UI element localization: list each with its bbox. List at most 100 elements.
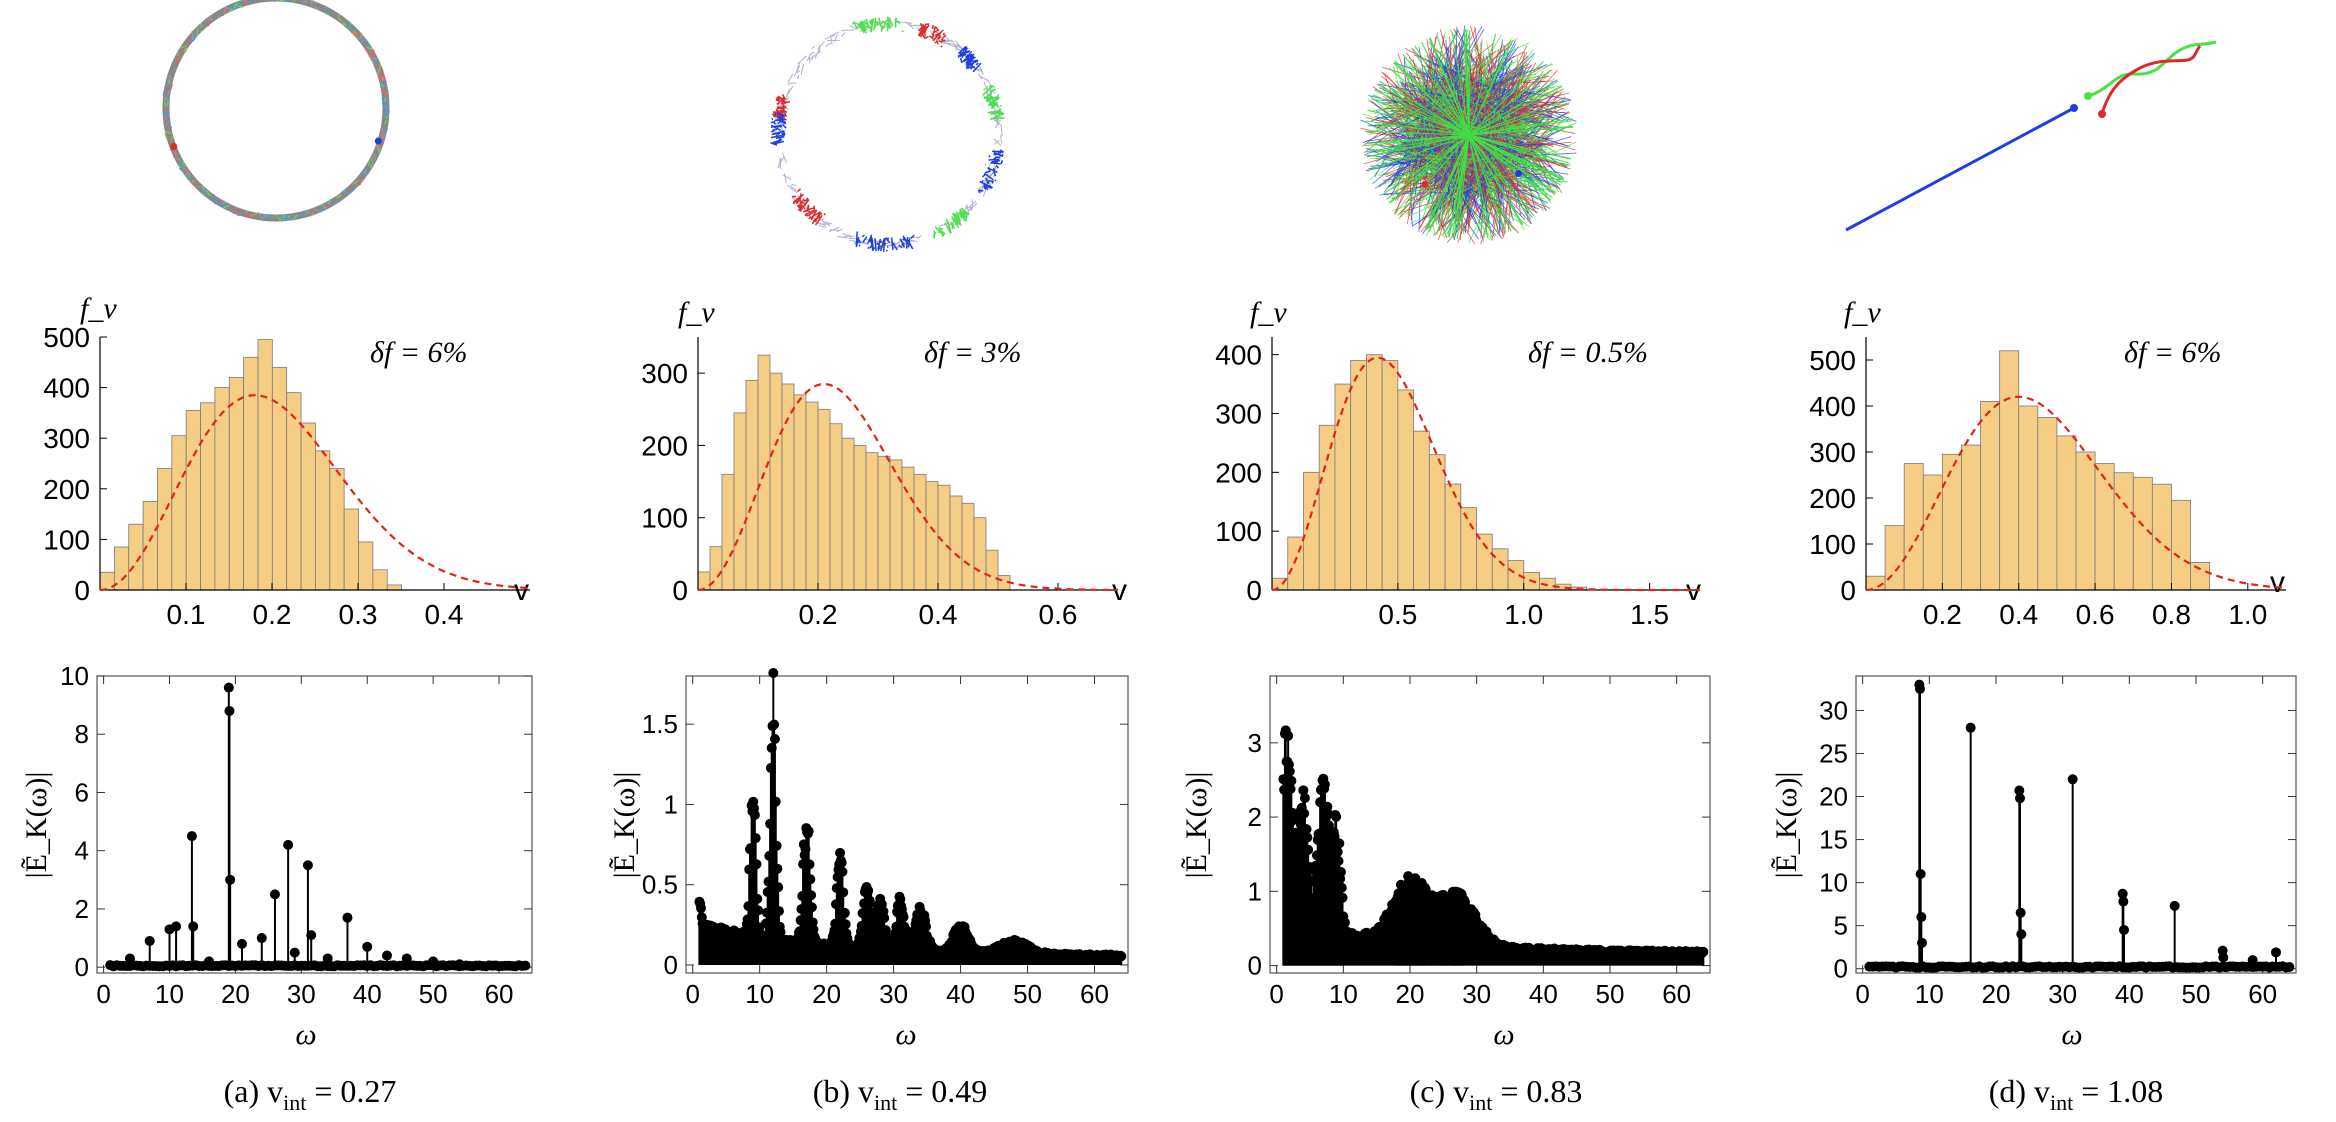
spectrum-stem-head [1319, 779, 1330, 790]
trajectory-segment [776, 101, 781, 105]
spectrum-stem-head [1332, 846, 1343, 857]
trajectory-segment [914, 24, 919, 27]
spectrum-panel-c: ω |Ẽ_K(ω)| 0 10 20 30 40 50 60 0 1 2 3 [1180, 675, 1711, 1051]
spectrum-stem-head [2015, 793, 2025, 804]
trajectory-segment [988, 155, 991, 158]
histogram-bar [1999, 350, 2020, 591]
trajectory-segment [999, 104, 1002, 107]
trajectory-segment [797, 55, 808, 65]
spectrum-stem-head [1303, 844, 1314, 855]
trajectory-segment [305, 210, 310, 214]
trajectory-segment [888, 25, 892, 28]
spectrum-y-tick-label: 0 [1834, 954, 1848, 984]
trajectory-segment [972, 62, 982, 73]
trajectory-spoke [1365, 120, 1470, 136]
caption-d-sub: int [2050, 1090, 2073, 1115]
trajectory-segment [924, 35, 929, 40]
trajectory-segment [775, 96, 779, 101]
histogram-xlabel-b: v [1112, 574, 1127, 607]
histogram-bar [781, 383, 795, 591]
trajectory-segment [1365, 147, 1505, 205]
trajectory-segment [342, 190, 349, 194]
trajectory-segment [166, 94, 171, 99]
trajectory-spoke [1468, 69, 1552, 136]
trajectory-segment [1001, 153, 1004, 157]
trajectory-segment [965, 204, 968, 210]
histogram-y-tick-label: 400 [1215, 340, 1262, 371]
trajectory-segment [167, 79, 170, 85]
histogram-bar [1460, 507, 1477, 591]
spectrum-stem-head [1298, 785, 1309, 796]
trajectory-segment [958, 211, 963, 219]
trajectory-segment [770, 124, 781, 131]
trajectory-segment [858, 20, 863, 27]
histogram-bar [1941, 453, 1962, 591]
spectrum-stem-head [454, 959, 465, 970]
caption-b: (b) vint = 0.49 [813, 1073, 988, 1115]
trajectory-blue [1845, 106, 2075, 232]
trajectory-segment [381, 77, 384, 81]
histogram-bar [1980, 400, 2001, 591]
spectrum-stem-head [2284, 962, 2295, 973]
trajectory-segment [954, 44, 960, 51]
trajectory-segment [885, 249, 888, 252]
trajectory-segment [249, 0, 253, 3]
trajectory-segment [983, 88, 986, 91]
trajectory-segment [942, 32, 946, 36]
histogram-y-tick-label: 500 [43, 322, 90, 353]
trajectory-segment [361, 40, 364, 43]
trajectory-segment [889, 242, 900, 246]
trajectory-segment [831, 31, 840, 36]
spectrum-y-tick-label: 30 [1819, 695, 1848, 725]
trajectory-segment [935, 26, 939, 31]
trajectory-segment [796, 74, 800, 80]
trajectory-spoke [1420, 41, 1470, 136]
trajectory-segment [373, 152, 376, 161]
trajectory-segment [910, 239, 918, 243]
trajectory-segment [1400, 141, 1539, 213]
spectrum-stem-head [1915, 869, 1926, 879]
trajectory-segment [371, 49, 374, 56]
histogram-x-tick-label: 0.2 [1923, 599, 1962, 630]
spectrum-y-tick-label: 4 [75, 836, 89, 866]
trajectory-segment [970, 205, 974, 211]
histogram-bar [901, 466, 915, 591]
spectrum-y-tick-label: 5 [1834, 911, 1848, 941]
trajectory-spoke [1451, 31, 1470, 136]
caption-a-sub: int [283, 1090, 306, 1115]
trajectory-segment [953, 42, 958, 51]
spectrum-stem-head [1916, 912, 1927, 923]
trajectory-spoke [1468, 134, 1569, 167]
trajectory-segment [960, 207, 967, 215]
trajectory-segment [372, 58, 375, 61]
spectrum-x-tick-label: 60 [485, 979, 514, 1009]
histogram-y-tick-label: 100 [43, 524, 90, 555]
trajectory-segment [772, 139, 780, 144]
trajectory-segment [919, 24, 930, 38]
trajectory-segment [988, 158, 999, 161]
trajectory-segment [993, 138, 1002, 146]
trajectory-segment [188, 35, 192, 42]
spectrum-x-tick-label: 40 [353, 979, 382, 1009]
trajectory-spoke [1374, 89, 1470, 136]
trajectory-segment [874, 22, 880, 27]
spectrum-y-tick-label: 15 [1819, 825, 1848, 855]
histogram-bar [1366, 354, 1383, 591]
trajectory-segment [178, 167, 184, 173]
trajectory-segment [870, 237, 875, 249]
spectrum-stem-head [769, 733, 780, 744]
histogram-bar [315, 450, 331, 591]
spectrum-x-tick-label: 40 [2115, 979, 2144, 1009]
spectrum-stem-head [2119, 924, 2129, 935]
trajectory-spoke [1436, 35, 1470, 136]
trajectory-segment [961, 211, 966, 216]
trajectory-segment [175, 57, 178, 61]
spectrum-y-tick-label: 2 [75, 894, 89, 924]
trajectory-spoke [1468, 134, 1570, 164]
histogram-x-tick-label: 0.6 [1039, 599, 1078, 630]
histogram-bar [805, 401, 819, 591]
histogram-y-tick-label: 100 [1809, 529, 1856, 560]
trajectory-segment [874, 238, 877, 252]
trajectory-segment [799, 199, 810, 212]
trajectory-segment [918, 29, 921, 32]
